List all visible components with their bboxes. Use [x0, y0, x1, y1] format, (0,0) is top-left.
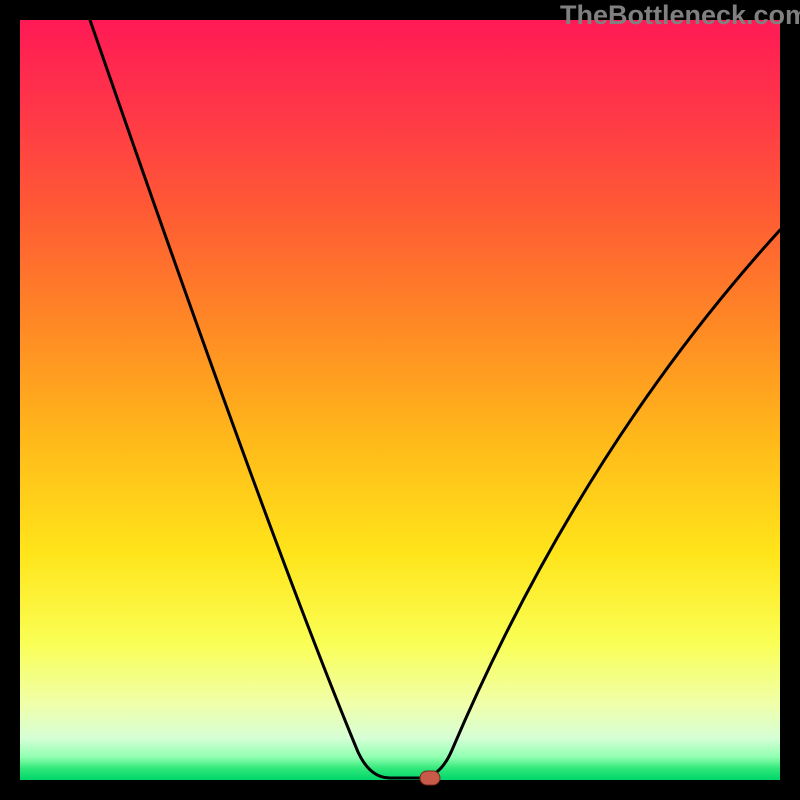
minimum-marker	[420, 771, 440, 785]
bottleneck-chart	[0, 0, 800, 800]
gradient-background	[20, 20, 780, 780]
plot-area	[20, 20, 780, 785]
chart-container: TheBottleneck.com	[0, 0, 800, 800]
watermark-text: TheBottleneck.com	[560, 0, 800, 31]
